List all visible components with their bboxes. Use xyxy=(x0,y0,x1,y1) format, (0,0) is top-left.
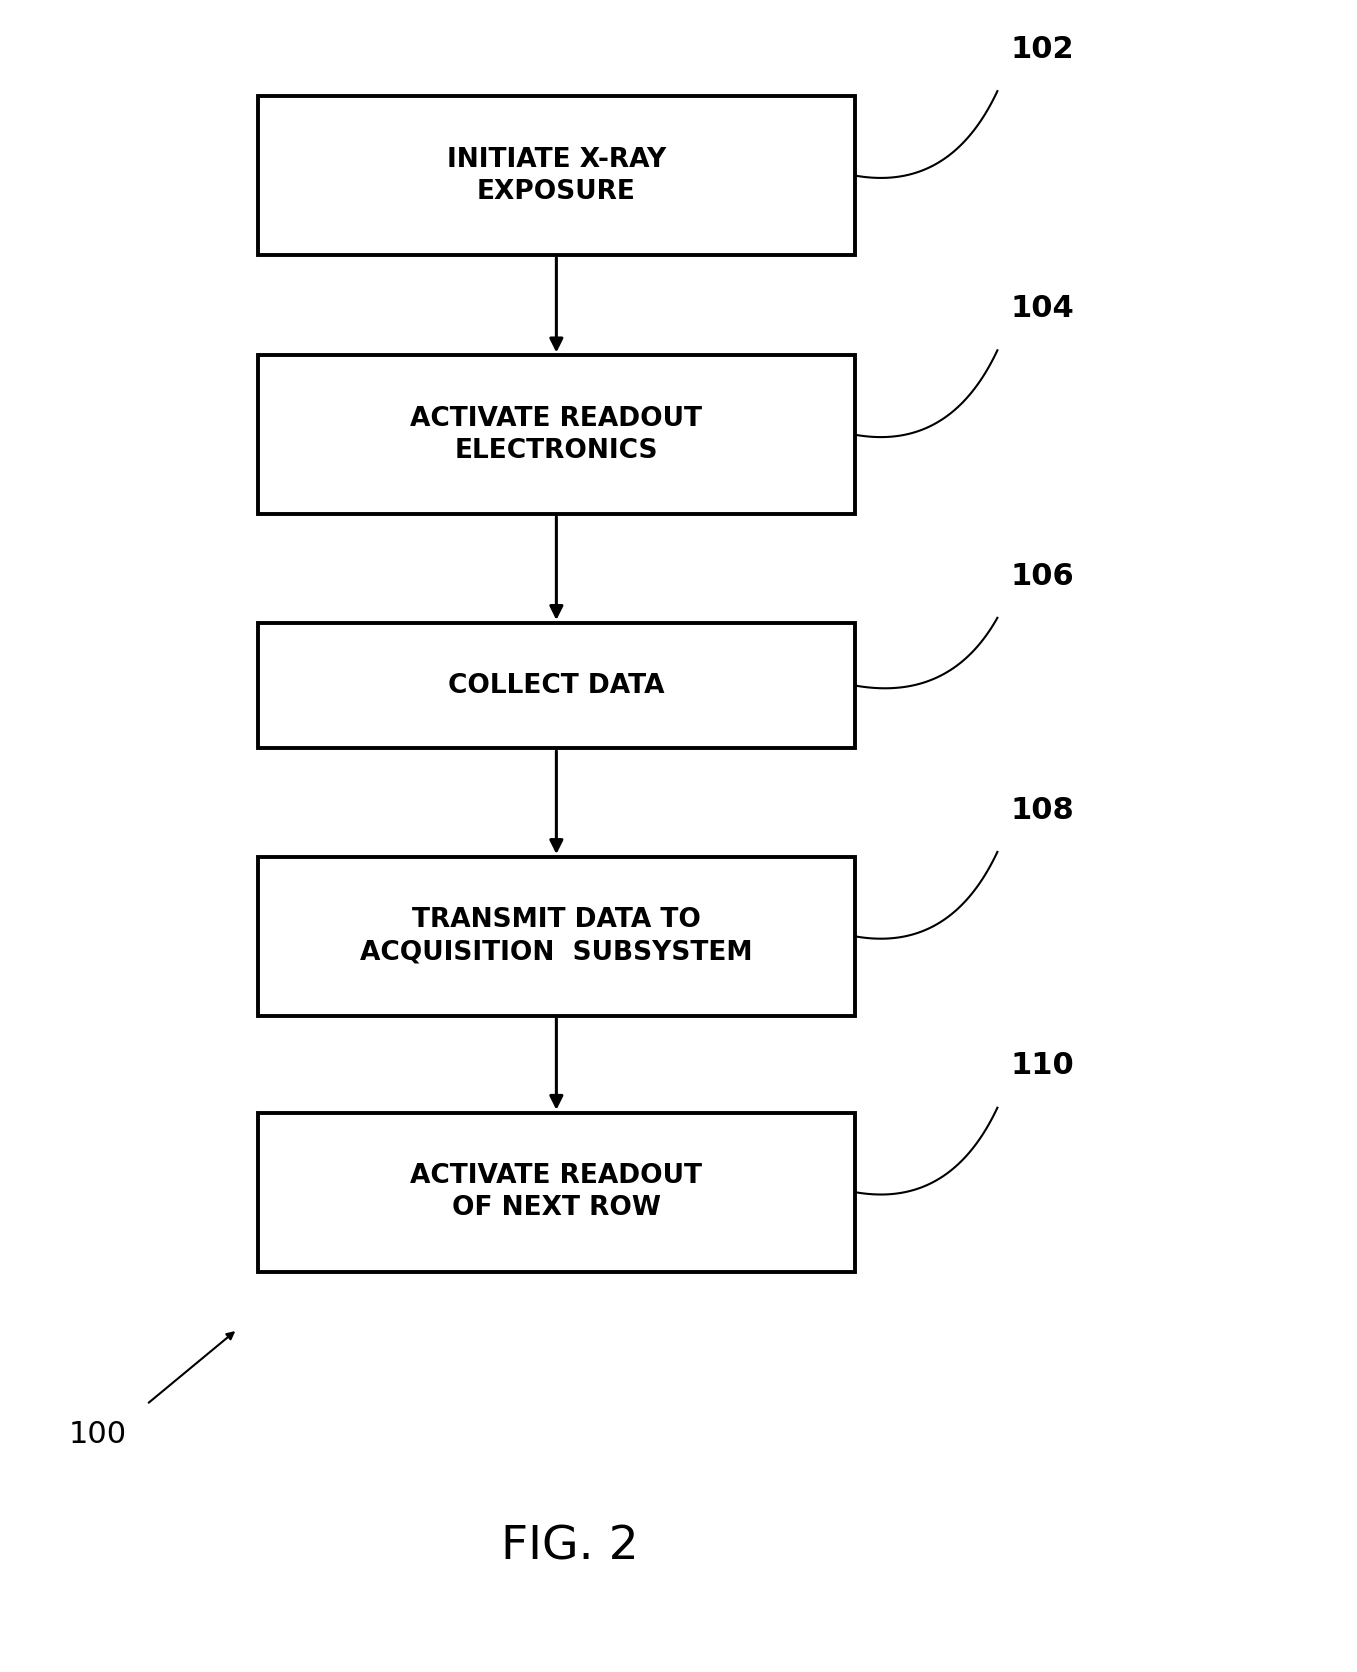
Text: TRANSMIT DATA TO
ACQUISITION  SUBSYSTEM: TRANSMIT DATA TO ACQUISITION SUBSYSTEM xyxy=(360,908,753,965)
Text: 100: 100 xyxy=(69,1420,126,1450)
Text: ACTIVATE READOUT
OF NEXT ROW: ACTIVATE READOUT OF NEXT ROW xyxy=(410,1164,703,1221)
Text: 104: 104 xyxy=(1011,294,1075,323)
Text: INITIATE X-RAY
EXPOSURE: INITIATE X-RAY EXPOSURE xyxy=(446,147,666,204)
Text: 106: 106 xyxy=(1011,562,1075,590)
Text: 110: 110 xyxy=(1011,1052,1075,1080)
Text: FIG. 2: FIG. 2 xyxy=(501,1525,639,1568)
Bar xyxy=(258,624,855,749)
Text: 108: 108 xyxy=(1011,796,1075,824)
Bar xyxy=(258,97,855,256)
Bar xyxy=(258,1114,855,1272)
Bar xyxy=(258,356,855,515)
Bar xyxy=(258,856,855,1017)
Text: 102: 102 xyxy=(1011,35,1075,64)
Text: ACTIVATE READOUT
ELECTRONICS: ACTIVATE READOUT ELECTRONICS xyxy=(410,406,703,463)
Text: COLLECT DATA: COLLECT DATA xyxy=(448,672,665,699)
